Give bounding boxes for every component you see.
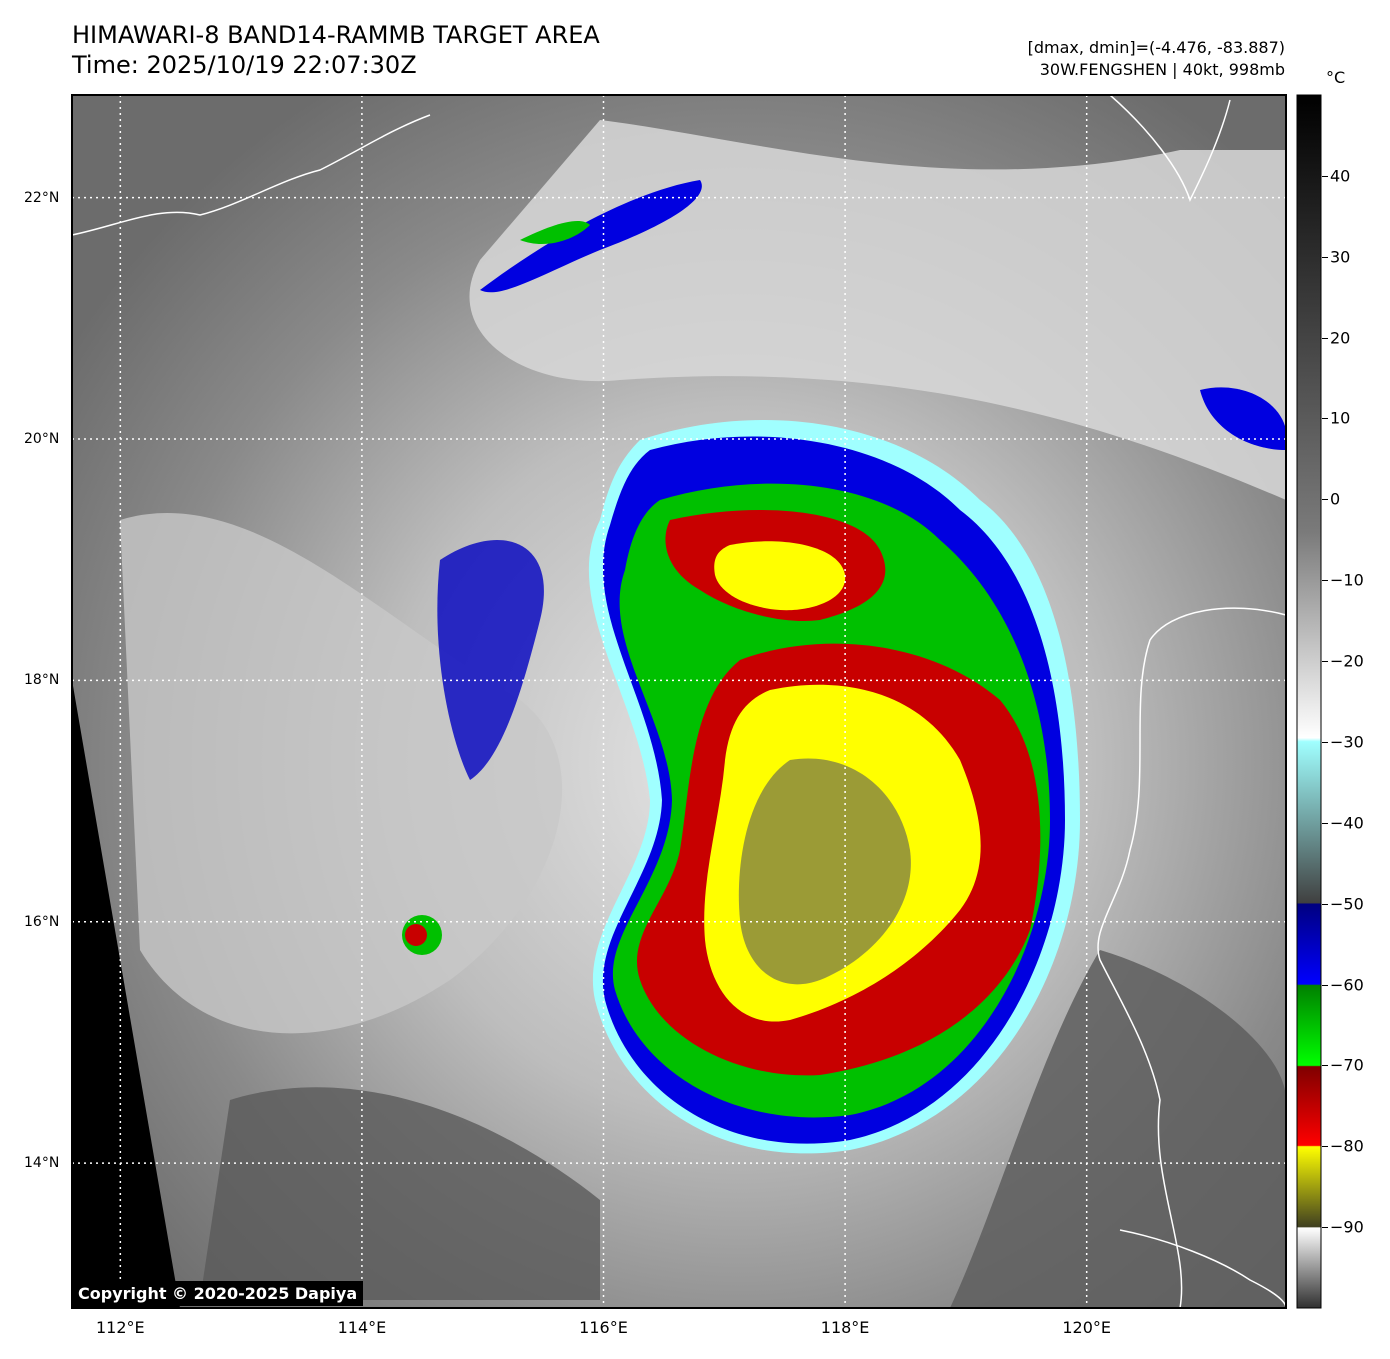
storm-info: [dmax, dmin]=(-4.476, -83.887) 30W.FENGS… — [1028, 37, 1285, 81]
lon-label: 120°E — [1062, 1318, 1111, 1337]
colorbar-tick — [1322, 822, 1328, 824]
colorbar-tick — [1322, 580, 1328, 582]
cloud-band-west — [120, 512, 563, 1034]
map-frame — [71, 94, 1287, 1309]
colorbar-tick — [1322, 337, 1328, 339]
clear-area-south — [200, 1087, 600, 1300]
colorbar-label: 20 — [1330, 328, 1351, 348]
cold-top-core-olive — [738, 758, 911, 985]
lat-label: 18°N — [24, 672, 60, 689]
cell-west-core — [405, 924, 427, 946]
colorbar-tick — [1322, 903, 1328, 905]
title-line-2: Time: 2025/10/19 22:07:30Z — [72, 51, 417, 79]
copyright-label: Copyright © 2020-2025 Dapiya — [72, 1281, 364, 1306]
colorbar-tick — [1322, 984, 1328, 986]
coastline-taiwan — [1109, 95, 1231, 202]
info-line-1: [dmax, dmin]=(-4.476, -83.887) — [1027, 38, 1285, 57]
imagery-layer — [72, 95, 1286, 1308]
coastline-south-china — [72, 114, 431, 236]
lon-label: 116°E — [579, 1318, 628, 1337]
colorbar-scale — [1296, 94, 1322, 1309]
colorbar-tick — [1322, 499, 1328, 501]
band-north-blue — [480, 180, 702, 293]
colorbar-tick — [1322, 741, 1328, 743]
colorbar-label: 10 — [1330, 408, 1351, 428]
title-line-1: HIMAWARI-8 BAND14-RAMMB TARGET AREA — [72, 21, 600, 49]
graticule — [72, 95, 1286, 1308]
chart-title: HIMAWARI-8 BAND14-RAMMB TARGET AREA Time… — [72, 20, 600, 80]
lon-label: 114°E — [337, 1318, 387, 1337]
colorbar-label: −90 — [1330, 1217, 1364, 1237]
colorbar-label: −50 — [1330, 894, 1364, 914]
clear-area-southeast — [950, 950, 1286, 1308]
band-north-green — [520, 220, 590, 245]
lat-label: 20°N — [24, 430, 60, 447]
colorbar-tick — [1322, 1227, 1328, 1229]
colorbar-unit: °C — [1326, 68, 1346, 87]
coastline-mindoro — [1119, 1229, 1286, 1308]
cold-top-north-yellow — [714, 541, 846, 611]
colorbar-label: 40 — [1330, 166, 1351, 186]
lon-label: 112°E — [95, 1318, 145, 1337]
lat-label: 14°N — [24, 1155, 60, 1172]
colorbar-label: 0 — [1330, 489, 1341, 509]
colorbar-tick — [1322, 256, 1328, 258]
colorbar-tick — [1322, 418, 1328, 420]
lat-label: 16°N — [24, 913, 60, 930]
lat-label: 22°N — [24, 189, 60, 206]
info-line-2: 30W.FENGSHEN | 40kt, 998mb — [1039, 60, 1285, 79]
lon-label: 118°E — [820, 1318, 870, 1337]
colorbar-tick — [1322, 1146, 1328, 1148]
colorbar-label: −10 — [1330, 570, 1364, 590]
colorbar-label: −30 — [1330, 732, 1364, 752]
colorbar-tick — [1322, 175, 1328, 177]
rainband-west — [437, 540, 544, 780]
colorbar-label: −70 — [1330, 1055, 1364, 1075]
colorbar-label: −80 — [1330, 1136, 1364, 1156]
no-data-wedge — [72, 95, 180, 1308]
colorbar-label: −20 — [1330, 651, 1364, 671]
cell-east-blue — [1200, 387, 1286, 450]
colorbar-tick — [1322, 1065, 1328, 1067]
colorbar-tick — [1322, 661, 1328, 663]
coastline-luzon — [1097, 607, 1286, 1308]
colorbar-label: −40 — [1330, 813, 1364, 833]
colorbar-label: 30 — [1330, 247, 1351, 267]
colorbar-label: −60 — [1330, 975, 1364, 995]
